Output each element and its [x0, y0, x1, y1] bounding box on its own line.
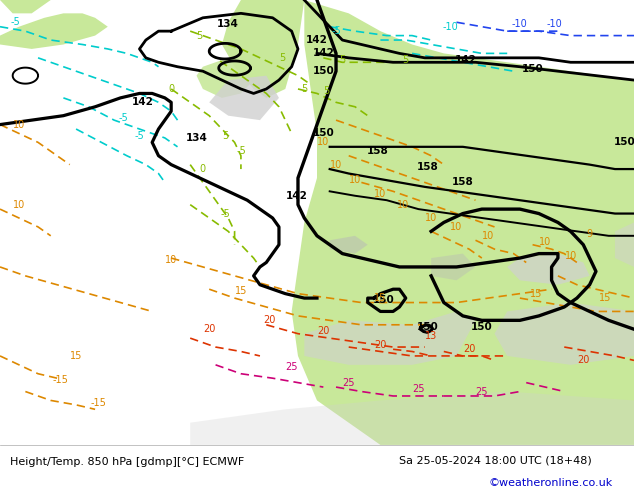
Text: -10: -10: [512, 20, 527, 29]
Polygon shape: [292, 0, 634, 445]
Text: 134: 134: [217, 20, 239, 29]
Text: 5: 5: [197, 30, 203, 41]
Text: 142: 142: [455, 55, 477, 65]
Text: 150: 150: [471, 322, 493, 332]
Text: 13: 13: [425, 331, 437, 341]
Text: 134: 134: [186, 133, 207, 143]
Text: 142: 142: [132, 98, 153, 107]
Text: 150: 150: [313, 66, 334, 76]
Text: 158: 158: [366, 147, 388, 156]
Text: 20: 20: [463, 344, 476, 354]
Text: 0: 0: [168, 84, 174, 94]
Text: 10: 10: [482, 231, 495, 241]
Text: -10: -10: [443, 22, 458, 32]
Text: 9: 9: [586, 228, 593, 239]
Polygon shape: [431, 254, 476, 280]
Text: 15: 15: [374, 293, 387, 303]
Text: -15: -15: [90, 398, 107, 408]
Text: 10: 10: [349, 175, 361, 185]
Text: 158: 158: [417, 162, 439, 172]
Text: 25: 25: [412, 384, 425, 394]
Text: -5: -5: [236, 147, 246, 156]
Text: 5: 5: [222, 131, 228, 141]
Text: 10: 10: [13, 120, 25, 129]
Text: 20: 20: [317, 326, 330, 337]
Text: ©weatheronline.co.uk: ©weatheronline.co.uk: [488, 478, 612, 488]
Text: 158: 158: [452, 177, 474, 187]
Polygon shape: [495, 302, 634, 365]
Text: 10: 10: [450, 222, 463, 232]
Text: 15: 15: [599, 293, 612, 303]
Text: 150: 150: [417, 322, 439, 332]
Text: 5: 5: [301, 84, 307, 94]
Polygon shape: [0, 0, 51, 13]
Text: -5: -5: [119, 113, 129, 123]
Text: Sa 25-05-2024 18:00 UTC (18+48): Sa 25-05-2024 18:00 UTC (18+48): [399, 456, 592, 466]
Polygon shape: [615, 222, 634, 267]
Text: -5: -5: [11, 17, 21, 27]
Text: 5: 5: [403, 55, 409, 65]
Polygon shape: [304, 312, 476, 365]
Polygon shape: [190, 392, 634, 445]
Text: 10: 10: [564, 251, 577, 261]
Text: 142: 142: [286, 191, 307, 201]
Text: 25: 25: [285, 362, 298, 372]
Text: 10: 10: [165, 255, 178, 265]
Text: Height/Temp. 850 hPa [gdmp][°C] ECMWF: Height/Temp. 850 hPa [gdmp][°C] ECMWF: [10, 457, 243, 467]
Text: 150: 150: [373, 295, 394, 305]
Polygon shape: [222, 0, 304, 98]
Text: 20: 20: [577, 355, 590, 366]
Polygon shape: [0, 13, 108, 49]
Text: -15: -15: [52, 375, 68, 386]
Text: 10: 10: [374, 189, 387, 198]
Text: 10: 10: [396, 199, 409, 210]
Text: -10: -10: [547, 20, 562, 29]
Text: 142: 142: [306, 35, 328, 45]
Text: -5: -5: [220, 209, 230, 219]
Text: 10: 10: [539, 238, 552, 247]
Text: 25: 25: [476, 387, 488, 396]
Polygon shape: [507, 254, 590, 285]
Text: 5: 5: [323, 86, 330, 96]
Text: 10: 10: [330, 160, 342, 170]
Text: 5: 5: [279, 53, 285, 63]
Text: 10: 10: [13, 199, 25, 210]
Text: 20: 20: [374, 340, 387, 350]
Text: 150: 150: [614, 137, 634, 147]
Polygon shape: [330, 236, 368, 254]
Polygon shape: [197, 58, 254, 98]
Text: 0: 0: [200, 164, 206, 174]
Text: -5: -5: [134, 131, 145, 141]
Text: 150: 150: [313, 128, 334, 139]
Text: 150: 150: [522, 64, 543, 74]
Text: 10: 10: [425, 213, 437, 223]
Text: 15: 15: [529, 289, 542, 298]
Text: 20: 20: [203, 324, 216, 334]
Text: 20: 20: [263, 316, 276, 325]
Text: 10: 10: [317, 137, 330, 147]
Polygon shape: [209, 75, 279, 120]
Text: 142: 142: [313, 49, 334, 58]
Text: 15: 15: [235, 287, 247, 296]
Text: 15: 15: [70, 351, 82, 361]
Text: -5: -5: [331, 26, 341, 36]
Text: 5: 5: [339, 55, 346, 65]
Text: 25: 25: [342, 378, 355, 388]
